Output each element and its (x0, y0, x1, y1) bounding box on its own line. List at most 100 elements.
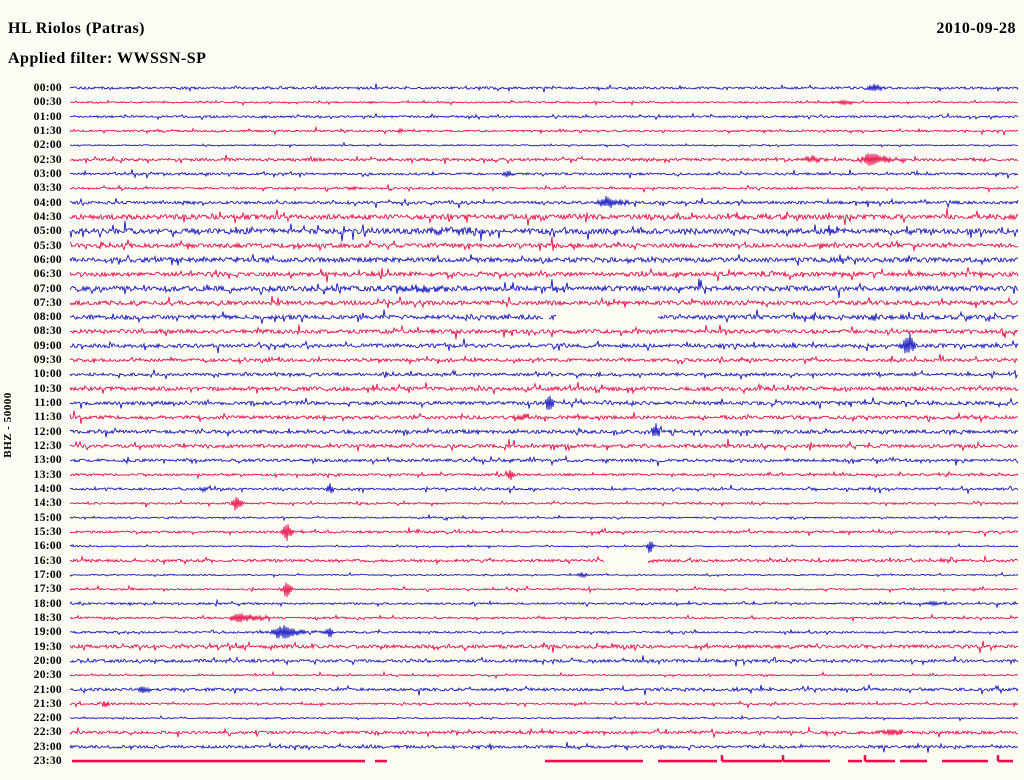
trace-row-04:00 (69, 196, 1019, 209)
trace-row-12:00 (69, 423, 1019, 438)
row-time-label: 17:30 (33, 583, 62, 596)
trace-row-09:30 (69, 354, 1018, 366)
trace-row-23:30 (72, 755, 1013, 763)
row-time-label: 15:30 (33, 525, 62, 538)
row-time-label: 13:30 (33, 468, 62, 481)
row-time-label: 08:30 (33, 325, 62, 338)
row-time-label: 09:00 (33, 339, 62, 352)
trace-row-02:30 (69, 153, 1019, 166)
row-time-label: 10:30 (33, 382, 62, 395)
row-time-label: 23:30 (33, 755, 62, 768)
row-time-label: 00:00 (33, 82, 62, 94)
filter-label: Applied filter: WWSSN-SP (8, 50, 207, 67)
trace-row-04:30 (69, 207, 1019, 226)
row-time-label: 04:00 (33, 196, 62, 209)
trace-row-10:00 (69, 369, 1019, 380)
row-time-label: 23:00 (33, 740, 62, 753)
trace-row-19:00 (69, 625, 1019, 639)
row-time-label: 19:00 (33, 626, 62, 639)
trace-row-07:30 (69, 295, 1019, 309)
row-time-label: 02:00 (33, 139, 62, 152)
trace-row-02:00 (69, 141, 1019, 149)
trace-row-17:30 (69, 582, 1019, 598)
trace-row-15:00 (69, 513, 1019, 522)
trace-row-08:30 (69, 324, 1019, 340)
trace-row-13:00 (69, 454, 1019, 467)
trace-row-03:00 (69, 169, 1019, 180)
trace-row-23:00 (69, 741, 1019, 753)
trace-row-01:30 (69, 125, 1019, 137)
row-time-label: 18:00 (33, 597, 62, 610)
trace-row-09:00 (69, 333, 1019, 354)
trace-row-05:00 (69, 220, 1019, 242)
row-time-label: 12:30 (33, 440, 62, 453)
row-time-label: 03:00 (33, 167, 62, 180)
trace-row-06:00 (69, 254, 1019, 266)
trace-row-10:30 (69, 381, 1019, 395)
row-time-label: 11:00 (34, 397, 62, 410)
row-time-label: 19:30 (33, 640, 62, 653)
trace-row-20:00 (69, 655, 1019, 667)
row-time-label: 06:30 (33, 268, 62, 281)
trace-row-22:00 (69, 714, 1019, 722)
row-time-label: 03:30 (33, 182, 62, 195)
trace-row-00:00 (69, 83, 1019, 93)
row-time-label: 21:30 (33, 697, 62, 710)
trace-row-06:30 (69, 267, 1019, 283)
trace-row-18:30 (69, 613, 1019, 623)
row-time-label: 22:00 (33, 712, 62, 725)
row-time-label: 13:00 (33, 454, 62, 467)
row-time-label: 08:00 (33, 311, 62, 324)
row-time-label: 04:30 (33, 210, 62, 223)
row-time-label: 21:00 (33, 683, 62, 696)
row-time-label: 10:00 (33, 368, 62, 381)
trace-row-03:30 (69, 184, 1019, 193)
row-time-label: 12:00 (33, 425, 62, 438)
trace-row-21:30 (69, 700, 1019, 709)
trace-row-13:30 (69, 469, 1019, 480)
trace-row-16:00 (69, 541, 1019, 553)
trace-row-12:30 (69, 438, 1019, 452)
row-time-label: 06:00 (33, 253, 62, 266)
row-time-label: 02:30 (33, 153, 62, 166)
trace-row-20:30 (69, 670, 1019, 680)
row-time-label: 14:30 (33, 497, 62, 510)
row-time-label: 01:00 (33, 110, 62, 123)
trace-row-18:00 (69, 598, 1019, 609)
trace-row-19:30 (69, 640, 1019, 653)
row-time-label: 00:30 (33, 96, 62, 109)
row-time-label: 05:00 (33, 225, 62, 238)
trace-row-08:00 (69, 309, 1019, 324)
trace-row-22:30 (69, 726, 1019, 739)
row-time-label: 09:30 (33, 354, 62, 367)
row-time-label: 17:00 (33, 568, 62, 581)
date-label: 2010-09-28 (936, 20, 1016, 37)
trace-row-16:30 (69, 555, 1019, 566)
trace-row-05:30 (69, 236, 1019, 252)
trace-row-15:30 (69, 524, 1019, 541)
trace-row-17:00 (69, 571, 1019, 579)
row-time-label: 07:00 (33, 282, 62, 295)
row-time-label: 07:30 (33, 296, 62, 309)
station-title: HL Riolos (Patras) (8, 20, 145, 37)
row-time-label: 18:30 (33, 611, 62, 624)
row-time-label: 11:30 (34, 411, 62, 424)
row-time-label: 01:30 (33, 124, 62, 137)
trace-row-07:00 (69, 278, 1019, 298)
row-time-label: 15:00 (33, 511, 62, 524)
row-time-label: 22:30 (33, 726, 62, 739)
time-label-column: 00:00 00:30 01:00 01:30 02:00 02:30 03:00 03:30… (0, 0, 62, 780)
trace-row-11:30 (69, 410, 1019, 424)
row-time-label: 20:30 (33, 669, 62, 682)
row-time-label: 05:30 (33, 239, 62, 252)
row-time-label: 16:00 (33, 540, 62, 553)
trace-row-14:00 (69, 483, 1019, 495)
row-time-label: 20:00 (33, 654, 62, 667)
row-time-label: 16:30 (33, 554, 62, 567)
row-time-label: 14:00 (33, 483, 62, 496)
trace-row-21:00 (69, 683, 1019, 696)
trace-row-01:00 (69, 112, 1019, 121)
trace-row-14:30 (69, 496, 1019, 511)
trace-row-11:00 (69, 395, 1019, 411)
